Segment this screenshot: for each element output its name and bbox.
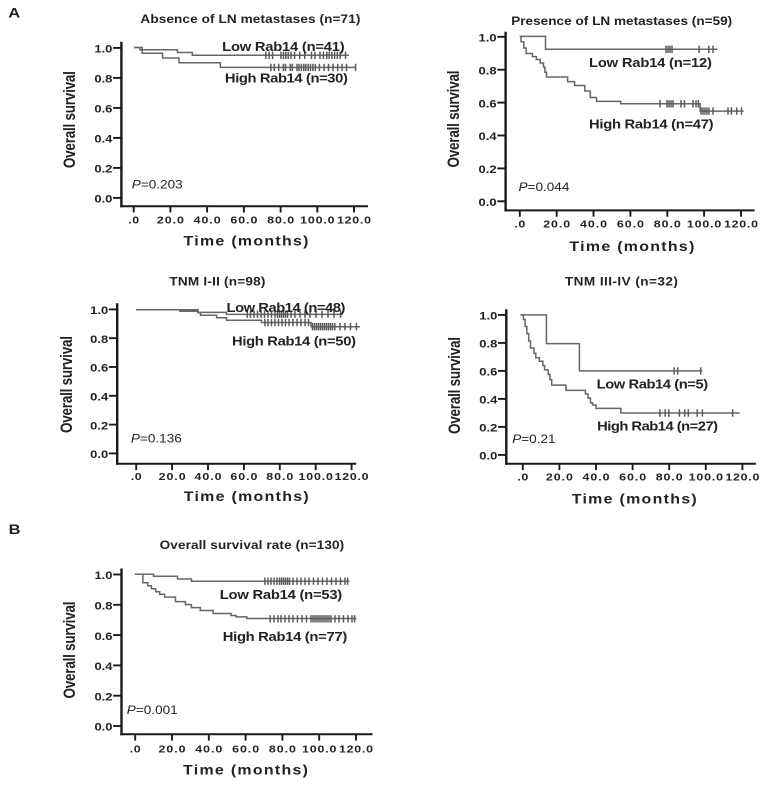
svg-text:High Rab14 (n=27): High Rab14 (n=27) bbox=[597, 420, 718, 434]
svg-text:Absence of LN metastases (n=71: Absence of LN metastases (n=71) bbox=[140, 13, 360, 26]
svg-text:0.2: 0.2 bbox=[479, 422, 497, 435]
svg-text:Low Rab14 (n=12): Low Rab14 (n=12) bbox=[589, 56, 712, 70]
svg-text:80.0: 80.0 bbox=[267, 215, 294, 226]
svg-text:1.0: 1.0 bbox=[94, 43, 112, 56]
svg-text:0.0: 0.0 bbox=[479, 450, 497, 463]
svg-text:Low Rab14 (n=41): Low Rab14 (n=41) bbox=[222, 40, 344, 54]
svg-text:40.0: 40.0 bbox=[195, 744, 222, 755]
svg-text:0.0: 0.0 bbox=[479, 196, 497, 209]
svg-text:100.0: 100.0 bbox=[302, 744, 336, 755]
svg-text:1.0: 1.0 bbox=[90, 304, 108, 317]
svg-text:1.0: 1.0 bbox=[479, 31, 497, 44]
svg-text:40.0: 40.0 bbox=[580, 219, 607, 230]
svg-text:Time (months): Time (months) bbox=[572, 493, 697, 508]
svg-text:120.0: 120.0 bbox=[724, 219, 758, 230]
svg-text:Overall survival: Overall survival bbox=[445, 71, 464, 168]
svg-text:High Rab14 (n=50): High Rab14 (n=50) bbox=[232, 334, 356, 348]
svg-text:0.2: 0.2 bbox=[94, 690, 112, 703]
svg-text:0.2: 0.2 bbox=[90, 419, 108, 432]
svg-text:60.0: 60.0 bbox=[230, 215, 257, 226]
svg-text:Overall survival: Overall survival bbox=[446, 337, 465, 434]
svg-text:0.2: 0.2 bbox=[94, 163, 112, 176]
svg-text:P=0.044: P=0.044 bbox=[519, 181, 570, 194]
svg-text:.0: .0 bbox=[130, 744, 141, 755]
svg-text:0.4: 0.4 bbox=[90, 390, 108, 403]
svg-text:0.4: 0.4 bbox=[94, 660, 112, 673]
svg-text:.0: .0 bbox=[517, 472, 528, 483]
svg-text:100.0: 100.0 bbox=[689, 472, 723, 483]
svg-text:0.0: 0.0 bbox=[94, 193, 112, 206]
svg-text:0.8: 0.8 bbox=[94, 599, 112, 612]
svg-text:120.0: 120.0 bbox=[339, 744, 373, 755]
svg-text:High Rab14 (n=47): High Rab14 (n=47) bbox=[589, 117, 713, 131]
svg-text:P=0.001: P=0.001 bbox=[127, 704, 178, 717]
svg-text:P=0.21: P=0.21 bbox=[512, 433, 555, 446]
svg-text:60.0: 60.0 bbox=[619, 472, 646, 483]
svg-text:B: B bbox=[9, 522, 21, 538]
svg-text:Low Rab14 (n=48): Low Rab14 (n=48) bbox=[227, 301, 346, 315]
svg-text:40.0: 40.0 bbox=[582, 472, 609, 483]
svg-text:P=0.203: P=0.203 bbox=[132, 178, 183, 191]
svg-text:0.2: 0.2 bbox=[479, 163, 497, 176]
svg-text:Time (months): Time (months) bbox=[569, 240, 694, 255]
svg-text:80.0: 80.0 bbox=[269, 744, 296, 755]
svg-text:20.0: 20.0 bbox=[543, 219, 570, 230]
svg-text:A: A bbox=[8, 6, 20, 22]
svg-text:Presence of LN metastases (n=5: Presence of LN metastases (n=59) bbox=[511, 15, 732, 28]
svg-text:Low Rab14 (n=5): Low Rab14 (n=5) bbox=[597, 377, 709, 391]
svg-text:P=0.136: P=0.136 bbox=[131, 432, 182, 445]
svg-text:120.0: 120.0 bbox=[335, 472, 369, 483]
svg-text:80.0: 80.0 bbox=[654, 219, 681, 230]
svg-text:.0: .0 bbox=[131, 472, 142, 483]
svg-text:0.6: 0.6 bbox=[479, 97, 497, 110]
svg-text:60.0: 60.0 bbox=[230, 472, 257, 483]
svg-text:0.8: 0.8 bbox=[90, 333, 108, 346]
svg-text:100.0: 100.0 bbox=[298, 472, 332, 483]
svg-text:1.0: 1.0 bbox=[94, 569, 112, 582]
svg-text:Low Rab14 (n=53): Low Rab14 (n=53) bbox=[220, 588, 342, 602]
svg-text:TNM I-II (n=98): TNM I-II (n=98) bbox=[169, 275, 265, 288]
svg-text:0.6: 0.6 bbox=[90, 362, 108, 375]
svg-text:80.0: 80.0 bbox=[656, 472, 683, 483]
svg-text:Overall survival: Overall survival bbox=[58, 336, 77, 433]
svg-text:0.6: 0.6 bbox=[94, 103, 112, 116]
svg-text:1.0: 1.0 bbox=[479, 310, 497, 323]
svg-text:Time (months): Time (months) bbox=[183, 764, 308, 779]
svg-text:Overall survival: Overall survival bbox=[61, 71, 80, 168]
svg-text:0.4: 0.4 bbox=[479, 394, 497, 407]
svg-text:0.6: 0.6 bbox=[94, 630, 112, 643]
svg-text:Overall survival rate (n=130): Overall survival rate (n=130) bbox=[160, 539, 345, 552]
svg-text:0.4: 0.4 bbox=[94, 133, 112, 146]
svg-text:60.0: 60.0 bbox=[232, 744, 259, 755]
svg-text:0.8: 0.8 bbox=[479, 338, 497, 351]
svg-text:TNM III-IV (n=32): TNM III-IV (n=32) bbox=[565, 276, 678, 289]
svg-text:Overall survival: Overall survival bbox=[61, 602, 80, 699]
svg-text:0.8: 0.8 bbox=[94, 73, 112, 86]
svg-text:0.0: 0.0 bbox=[90, 448, 108, 461]
svg-text:High Rab14 (n=77): High Rab14 (n=77) bbox=[223, 630, 347, 644]
svg-text:0.0: 0.0 bbox=[94, 721, 112, 734]
svg-text:20.0: 20.0 bbox=[546, 472, 573, 483]
svg-text:.0: .0 bbox=[514, 219, 525, 230]
svg-text:High Rab14 (n=30): High Rab14 (n=30) bbox=[225, 71, 348, 85]
svg-text:100.0: 100.0 bbox=[300, 215, 334, 226]
svg-text:0.6: 0.6 bbox=[479, 366, 497, 379]
svg-text:20.0: 20.0 bbox=[158, 744, 185, 755]
svg-text:120.0: 120.0 bbox=[337, 215, 371, 226]
svg-text:.0: .0 bbox=[128, 215, 139, 226]
svg-text:0.8: 0.8 bbox=[479, 64, 497, 77]
svg-text:Time (months): Time (months) bbox=[184, 490, 309, 505]
svg-text:40.0: 40.0 bbox=[194, 215, 221, 226]
svg-text:100.0: 100.0 bbox=[687, 219, 721, 230]
svg-text:Time (months): Time (months) bbox=[184, 234, 309, 249]
svg-text:80.0: 80.0 bbox=[266, 472, 293, 483]
svg-text:40.0: 40.0 bbox=[194, 472, 221, 483]
svg-text:60.0: 60.0 bbox=[617, 219, 644, 230]
svg-text:20.0: 20.0 bbox=[159, 472, 186, 483]
svg-text:0.4: 0.4 bbox=[479, 130, 497, 143]
svg-text:20.0: 20.0 bbox=[157, 215, 184, 226]
svg-text:120.0: 120.0 bbox=[725, 472, 759, 483]
